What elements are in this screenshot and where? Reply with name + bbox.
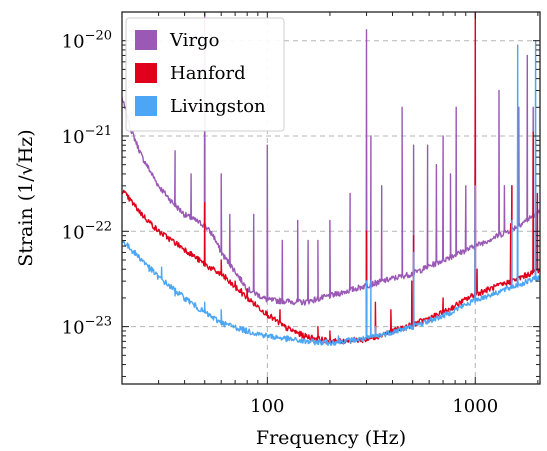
- series-line-virgo: [122, 12, 540, 306]
- y-tick-label: 10−23: [62, 315, 112, 339]
- legend-swatch-virgo: [135, 30, 157, 50]
- legend-swatch-livingston: [135, 96, 157, 116]
- legend-label-virgo: Virgo: [169, 30, 219, 51]
- y-tick-label: 10−21: [62, 124, 112, 148]
- legend-label-hanford: Hanford: [170, 63, 246, 84]
- y-axis-label: Strain (1/√Hz): [15, 129, 37, 266]
- x-tick-label: 100: [250, 396, 284, 417]
- tick-labels: 100 1000 10−23 10−22 10−21 10−20: [62, 29, 499, 417]
- y-tick-label: 10−22: [62, 219, 112, 243]
- grid-lines: [122, 12, 540, 384]
- legend-label-livingston: Livingston: [170, 96, 266, 117]
- x-tick-label: 1000: [452, 396, 498, 417]
- series-group: [122, 12, 540, 346]
- plot-frame: [121, 11, 541, 385]
- y-tick-label: 10−20: [62, 29, 112, 53]
- x-axis-label: Frequency (Hz): [256, 427, 406, 449]
- series-line-livingston: [122, 40, 540, 346]
- legend: Virgo Hanford Livingston: [125, 17, 285, 132]
- legend-box: [125, 17, 285, 132]
- axis-ticks: [121, 11, 540, 384]
- legend-swatch-hanford: [135, 63, 157, 83]
